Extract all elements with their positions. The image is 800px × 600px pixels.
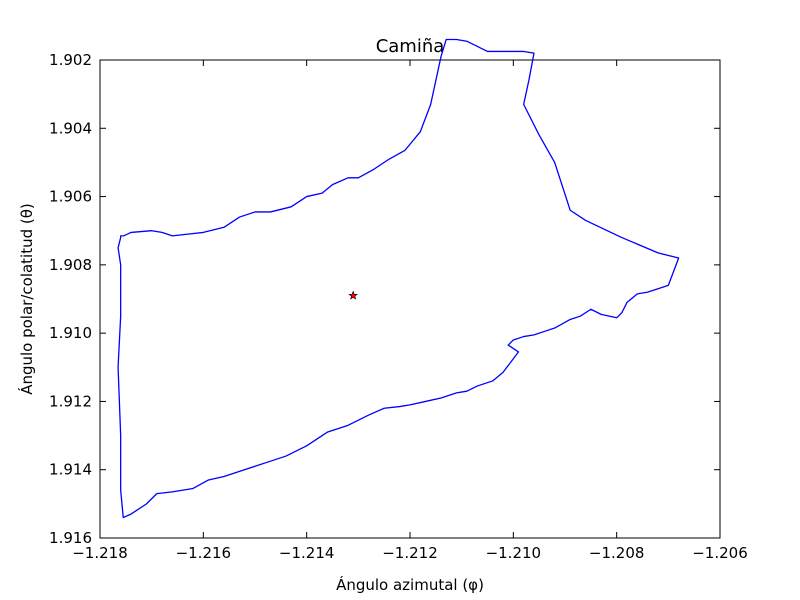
chart-title: Camiña xyxy=(376,36,445,57)
x-axis-label: Ángulo azimutal (φ) xyxy=(336,575,484,594)
y-tick-label: 1.912 xyxy=(49,392,92,410)
x-tick-label: −1.212 xyxy=(382,544,438,562)
y-tick-label: 1.908 xyxy=(49,256,92,274)
x-tick-label: −1.206 xyxy=(692,544,748,562)
x-tick-label: −1.208 xyxy=(589,544,645,562)
y-tick-label: 1.914 xyxy=(49,461,92,479)
x-tick-label: −1.216 xyxy=(176,544,232,562)
x-tick-label: −1.214 xyxy=(279,544,335,562)
y-tick-label: 1.916 xyxy=(49,529,92,547)
y-tick-label: 1.906 xyxy=(49,188,92,206)
axes-frame xyxy=(99,59,721,539)
x-tick-label: −1.210 xyxy=(486,544,542,562)
y-axis-label: Ángulo polar/colatitud (θ) xyxy=(17,203,36,395)
x-tick-label: −1.218 xyxy=(72,544,128,562)
star-marker xyxy=(348,290,358,300)
series-line-0 xyxy=(117,38,680,519)
y-tick-label: 1.904 xyxy=(49,119,92,137)
y-tick-label: 1.910 xyxy=(49,324,92,342)
y-tick-label: 1.902 xyxy=(49,51,92,69)
